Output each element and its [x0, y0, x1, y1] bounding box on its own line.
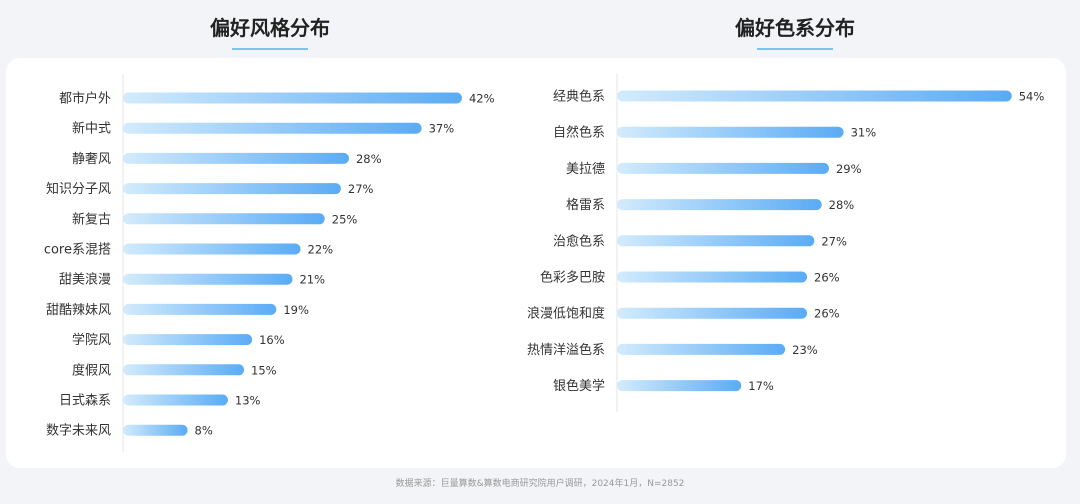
value-label: 37%	[429, 122, 455, 136]
data-source-footnote: 数据来源：巨量算数&算数电商研究院用户调研，2024年1月，N=2852	[395, 479, 685, 489]
bar	[617, 199, 822, 211]
category-label: 新中式	[72, 121, 111, 137]
bar	[123, 183, 341, 195]
category-label: 治愈色系	[553, 233, 605, 249]
value-label: 17%	[748, 379, 774, 393]
value-label: 21%	[299, 273, 325, 287]
category-label: 格雷系	[566, 197, 605, 213]
value-label: 27%	[821, 234, 847, 248]
bar	[123, 303, 277, 315]
bar	[617, 90, 1012, 102]
style-chart-title: 偏好风格分布	[120, 12, 420, 50]
bar	[617, 126, 844, 138]
value-label: 25%	[332, 212, 358, 226]
bar	[123, 243, 301, 255]
bar	[617, 235, 815, 247]
bar	[123, 92, 462, 104]
category-label: 知识分子风	[46, 181, 111, 197]
value-label: 19%	[283, 303, 309, 317]
value-label: 8%	[195, 424, 213, 438]
category-label: 学院风	[72, 332, 111, 348]
category-label: 热情洋溢色系	[527, 342, 605, 358]
bar	[123, 273, 293, 285]
category-label: 自然色系	[553, 125, 605, 141]
value-label: 22%	[308, 243, 334, 257]
value-label: 15%	[251, 363, 277, 377]
bar	[617, 380, 742, 392]
value-label: 23%	[792, 343, 818, 357]
category-label: 甜酷辣妹风	[46, 302, 111, 318]
value-label: 28%	[356, 152, 382, 166]
category-label: 经典色系	[553, 89, 605, 105]
style-chart-bars: 都市户外 42% 新中式 37% 静奢风 28% 知识分子风 27% 新复古 25% core系混搭…	[44, 91, 495, 439]
bar	[123, 394, 228, 406]
category-label: 数字未来风	[46, 424, 111, 439]
category-label: 新复古	[72, 211, 111, 227]
bar	[617, 162, 829, 174]
bar	[617, 343, 786, 355]
bar	[123, 334, 253, 346]
category-label: 甜美浪漫	[59, 272, 111, 288]
value-label: 42%	[469, 92, 495, 106]
bar	[123, 364, 245, 376]
bar	[617, 271, 808, 283]
value-label: 28%	[829, 198, 855, 212]
category-label: 度假风	[72, 362, 111, 378]
category-label: 美拉德	[566, 162, 605, 177]
value-label: 29%	[836, 162, 862, 176]
value-label: 16%	[259, 333, 285, 347]
category-label: 日式森系	[59, 394, 111, 409]
category-label: 银色美学	[553, 378, 605, 394]
bar	[617, 307, 808, 319]
bar	[123, 152, 349, 164]
value-label: 26%	[814, 307, 840, 321]
category-label: 静奢风	[72, 152, 111, 167]
category-label: 浪漫低饱和度	[527, 306, 605, 322]
value-label: 26%	[814, 271, 840, 285]
value-label: 31%	[851, 126, 877, 140]
color-chart-bars: 经典色系 54% 自然色系 31% 美拉德 29% 格雷系 28% 治愈色系 27% 色彩多巴胺 26…	[527, 89, 1044, 395]
color-chart-title: 偏好色系分布	[645, 12, 945, 50]
bar	[123, 424, 188, 436]
category-label: 色彩多巴胺	[540, 270, 605, 286]
value-label: 54%	[1019, 90, 1045, 104]
category-label: 都市户外	[59, 91, 111, 107]
value-label: 27%	[348, 182, 374, 196]
bar	[123, 122, 422, 134]
bar	[123, 213, 325, 225]
value-label: 13%	[235, 394, 261, 408]
category-label: core系混搭	[44, 242, 111, 258]
